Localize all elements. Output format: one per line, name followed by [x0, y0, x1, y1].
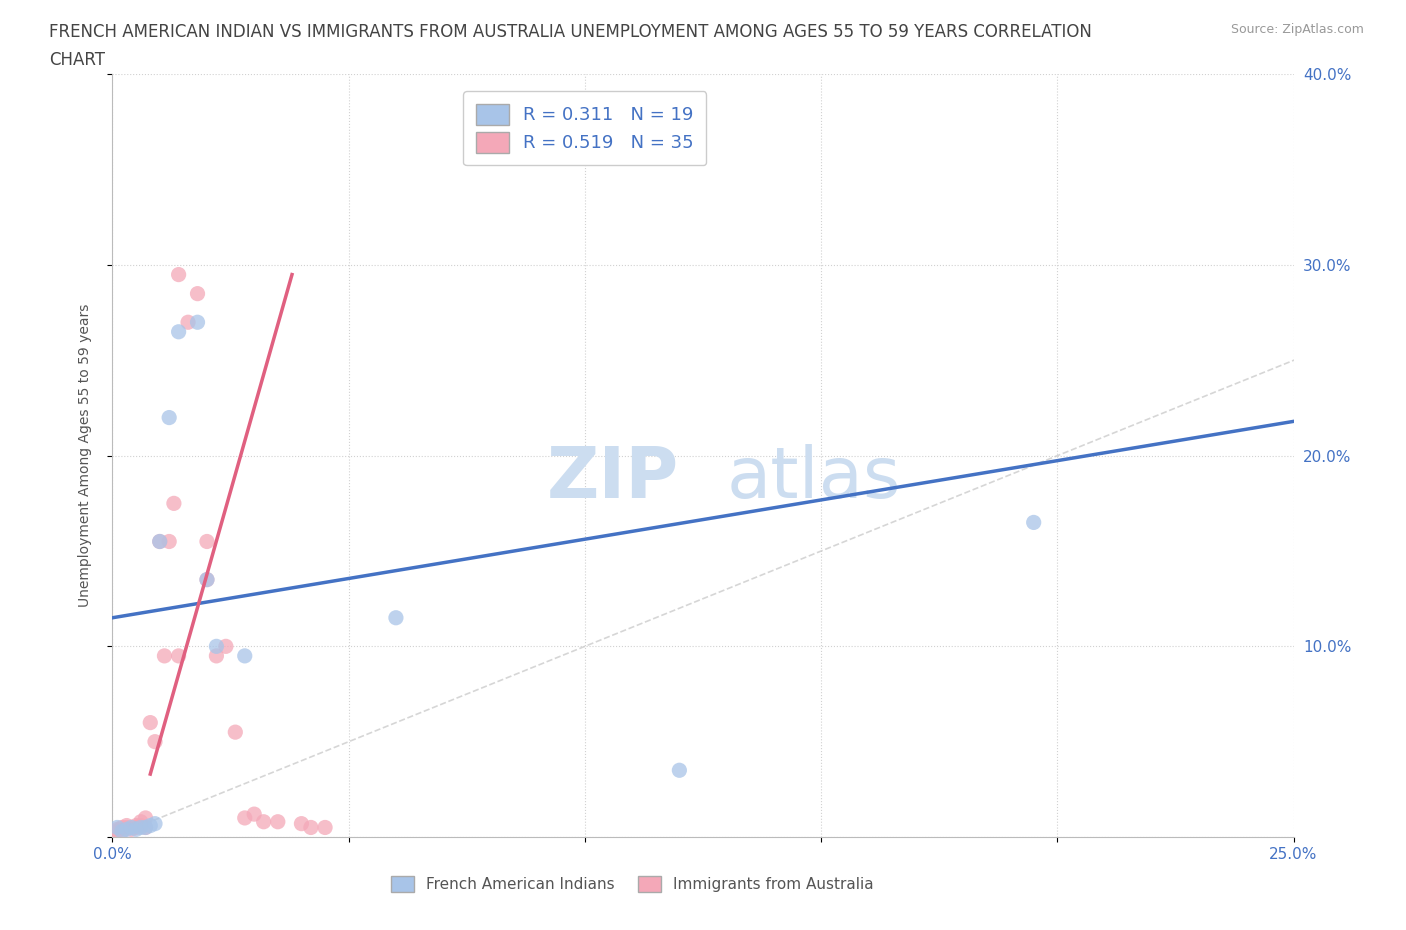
Point	[177, 315, 200, 330]
Point	[299, 820, 322, 835]
Point	[125, 820, 148, 835]
Text: ZIP: ZIP	[547, 445, 679, 513]
Point	[139, 818, 162, 833]
Point	[149, 534, 172, 549]
Point	[385, 610, 408, 625]
Point	[105, 824, 128, 839]
Point	[129, 815, 152, 830]
Text: FRENCH AMERICAN INDIAN VS IMMIGRANTS FROM AUSTRALIA UNEMPLOYMENT AMONG AGES 55 T: FRENCH AMERICAN INDIAN VS IMMIGRANTS FRO…	[49, 23, 1092, 41]
Point	[135, 820, 157, 835]
Point	[224, 724, 246, 739]
Point	[167, 648, 190, 663]
Point	[233, 811, 256, 826]
Point	[233, 648, 256, 663]
Point	[105, 820, 128, 835]
Point	[129, 818, 152, 833]
Point	[186, 286, 208, 301]
Point	[143, 735, 166, 750]
Point	[125, 818, 148, 833]
Point	[290, 817, 312, 831]
Text: Source: ZipAtlas.com: Source: ZipAtlas.com	[1230, 23, 1364, 36]
Point	[111, 824, 134, 839]
Point	[668, 763, 690, 777]
Point	[143, 817, 166, 831]
Point	[111, 820, 134, 835]
Point	[267, 815, 290, 830]
Point	[153, 648, 176, 663]
Point	[167, 267, 190, 282]
Point	[215, 639, 238, 654]
Point	[120, 822, 142, 837]
Point	[135, 820, 157, 835]
Point	[195, 572, 218, 587]
Point	[167, 325, 190, 339]
Point	[111, 824, 134, 839]
Point	[149, 534, 172, 549]
Point	[115, 820, 138, 835]
Y-axis label: Unemployment Among Ages 55 to 59 years: Unemployment Among Ages 55 to 59 years	[77, 304, 91, 607]
Point	[186, 315, 208, 330]
Point	[243, 806, 266, 821]
Point	[139, 715, 162, 730]
Point	[115, 822, 138, 837]
Point	[157, 534, 180, 549]
Point	[195, 534, 218, 549]
Point	[105, 822, 128, 837]
Point	[253, 815, 276, 830]
Point	[115, 818, 138, 833]
Point	[129, 820, 152, 835]
Point	[157, 410, 180, 425]
Point	[205, 648, 228, 663]
Point	[205, 639, 228, 654]
Legend: French American Indians, Immigrants from Australia: French American Indians, Immigrants from…	[385, 870, 880, 898]
Point	[163, 496, 186, 511]
Point	[120, 820, 142, 835]
Point	[195, 572, 218, 587]
Point	[1022, 515, 1045, 530]
Text: CHART: CHART	[49, 51, 105, 69]
Point	[135, 811, 157, 826]
Point	[314, 820, 336, 835]
Point	[125, 822, 148, 837]
Text: atlas: atlas	[727, 445, 901, 513]
